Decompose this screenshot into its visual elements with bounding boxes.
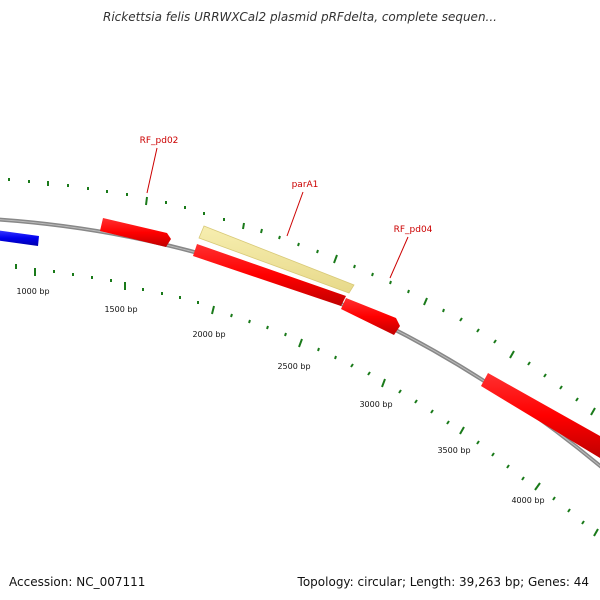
feature-inner-red-2[interactable] <box>481 373 600 458</box>
outer-tick-ring <box>8 178 596 416</box>
feature-inner-red-1[interactable] <box>193 244 346 306</box>
feature-rf-pd04[interactable] <box>341 298 400 335</box>
scale-label: 1500 bp <box>104 305 137 314</box>
label-rf-pd04: RF_pd04 <box>394 225 433 235</box>
feature-blue-gene[interactable] <box>0 230 39 246</box>
scale-label: 3000 bp <box>359 400 392 409</box>
scale-label: 2500 bp <box>277 362 310 371</box>
label-para1: parA1 <box>292 180 319 190</box>
scale-label: 4000 bp <box>511 496 544 505</box>
accession-text: Accession: NC_007111 <box>9 575 146 589</box>
scale-label: 2000 bp <box>192 330 225 339</box>
label-rf-pd02: RF_pd02 <box>140 136 179 146</box>
map-title: Rickettsia felis URRWXCal2 plasmid pRFde… <box>102 10 497 24</box>
inner-tick-ring <box>15 264 599 537</box>
summary-text: Topology: circular; Length: 39,263 bp; G… <box>297 575 589 589</box>
scale-label: 3500 bp <box>437 446 470 455</box>
scale-label: 1000 bp <box>16 287 49 296</box>
label-leaders <box>146 147 409 279</box>
feature-para1[interactable] <box>198 225 355 294</box>
feature-rf-pd02[interactable] <box>100 218 171 247</box>
